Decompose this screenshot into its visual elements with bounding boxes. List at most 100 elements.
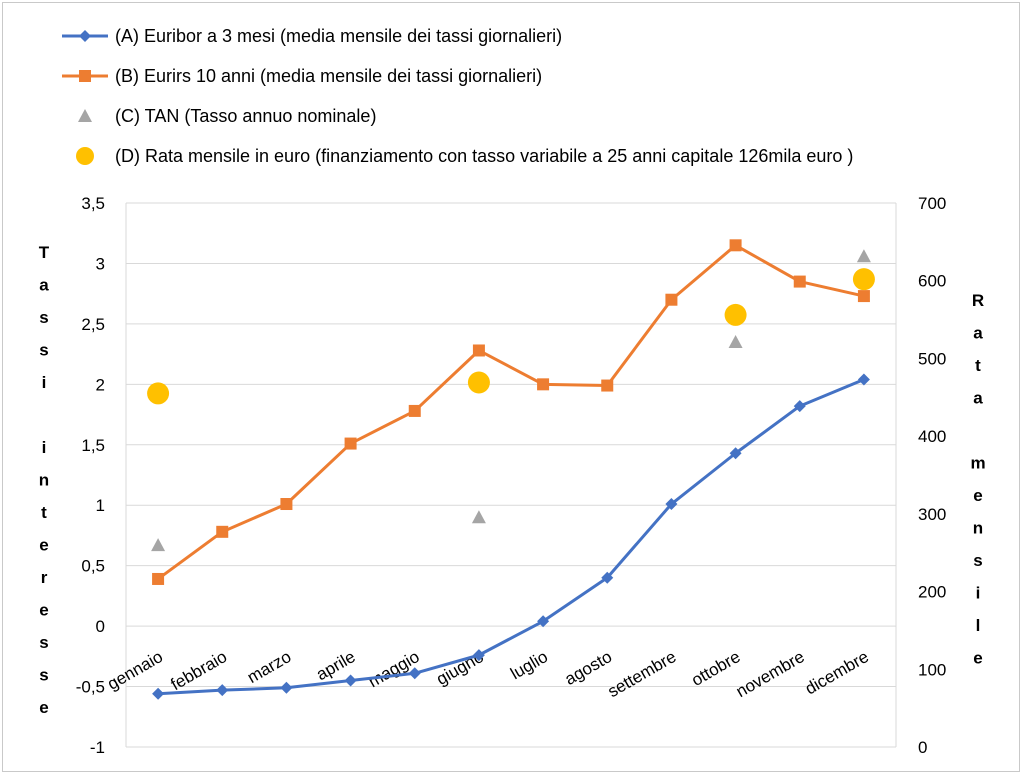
left-tick-label: 1 (96, 496, 105, 515)
data-point (665, 498, 678, 511)
series-circle (147, 268, 875, 405)
data-point (467, 371, 490, 394)
axis-label-letter: l (976, 616, 981, 635)
data-point (147, 382, 170, 405)
data-point (857, 290, 870, 303)
series-line-square (152, 239, 870, 585)
left-tick-label: 1,5 (81, 436, 105, 455)
axis-label-letter: s (973, 551, 982, 570)
axis-label-letter: s (39, 341, 48, 360)
left-tick-label: 0,5 (81, 557, 105, 576)
data-point (152, 687, 165, 700)
x-tick-label: settembre (604, 647, 679, 701)
left-tick-label: 2,5 (81, 315, 105, 334)
data-point (601, 571, 614, 584)
axis-label-letter: R (972, 291, 984, 310)
legend-item: (A) Euribor a 3 mesi (media mensile dei … (62, 26, 562, 46)
axis-label-letter: r (41, 568, 48, 587)
data-point (472, 344, 485, 357)
data-point (344, 437, 357, 450)
series-line (157, 243, 865, 581)
axis-label-letter: i (42, 438, 47, 457)
data-point (857, 373, 870, 386)
axis-label-letter: a (973, 389, 983, 408)
legend-marker (76, 147, 94, 165)
data-point (471, 510, 486, 524)
data-point (793, 400, 806, 413)
data-point (152, 572, 165, 585)
x-tick-label: luglio (507, 647, 551, 683)
axis-label-letter: s (39, 666, 48, 685)
axis-label-letter: T (39, 243, 50, 262)
legend-item: (B) Eurirs 10 anni (media mensile dei ta… (62, 66, 542, 86)
x-tick-label: marzo (244, 647, 294, 687)
axis-label-letter: a (973, 324, 983, 343)
data-point (537, 378, 550, 391)
data-point (344, 674, 357, 687)
left-tick-label: 3 (96, 254, 105, 273)
axis-label-letter: s (39, 308, 48, 327)
data-point (408, 667, 421, 680)
left-axis-ticks: 3,5 3 2,5 2 1,5 1 0,5 0 -0,5 -1 (76, 194, 105, 757)
left-tick-label: 2 (96, 375, 105, 394)
series-line (157, 378, 865, 696)
series-triangle (151, 249, 871, 552)
data-point (537, 615, 550, 628)
axis-label-letter: s (39, 633, 48, 652)
data-point (280, 498, 293, 511)
axis-label-letter: e (973, 649, 982, 668)
legend-label: (C) TAN (Tasso annuo nominale) (115, 106, 376, 126)
axis-label-letter: m (970, 454, 985, 473)
data-point (151, 538, 166, 552)
left-tick-label: -0,5 (76, 678, 105, 697)
data-point (601, 379, 614, 392)
right-tick-label: 700 (918, 194, 946, 213)
x-tick-label: novembre (733, 647, 808, 701)
right-tick-label: 100 (918, 660, 946, 679)
axis-label-letter: e (973, 486, 982, 505)
axis-label-letter: n (39, 471, 49, 490)
right-tick-label: 500 (918, 349, 946, 368)
axis-label-letter: e (39, 536, 48, 555)
series-layer (147, 239, 875, 700)
axis-label-letter: t (975, 356, 981, 375)
axis-label-letter: t (41, 503, 47, 522)
left-tick-label: -1 (90, 738, 105, 757)
data-point (729, 239, 742, 252)
axis-label-letter: a (39, 276, 49, 295)
legend-item: (D) Rata mensile in euro (finanziamento … (76, 146, 853, 166)
axis-label-letter: i (42, 373, 47, 392)
right-tick-label: 400 (918, 427, 946, 446)
legend-marker (79, 30, 91, 42)
data-point (729, 447, 742, 460)
axis-label-letter: n (973, 519, 983, 538)
data-point (408, 404, 421, 417)
legend-label: (A) Euribor a 3 mesi (media mensile dei … (115, 26, 562, 46)
x-tick-label: dicembre (802, 647, 872, 698)
legend-marker (79, 70, 91, 82)
data-point (793, 275, 806, 288)
series-line-diamond (152, 373, 870, 700)
data-point (852, 268, 875, 291)
data-point (216, 684, 229, 697)
data-point (724, 303, 747, 326)
axis-label-letter: e (39, 601, 48, 620)
data-point (216, 525, 229, 538)
legend-item: (C) TAN (Tasso annuo nominale) (78, 106, 376, 126)
data-point (728, 335, 743, 349)
data-point (665, 293, 678, 306)
right-axis-ticks: 700 600 500 400 300 200 100 0 (918, 194, 946, 757)
right-tick-label: 300 (918, 505, 946, 524)
axis-label-letter: i (976, 584, 981, 603)
right-tick-label: 0 (918, 738, 927, 757)
data-point (280, 681, 293, 694)
left-tick-label: 3,5 (81, 194, 105, 213)
axis-label-letter: e (39, 698, 48, 717)
legend-label: (D) Rata mensile in euro (finanziamento … (115, 146, 853, 166)
data-point (472, 649, 485, 662)
right-tick-label: 200 (918, 583, 946, 602)
